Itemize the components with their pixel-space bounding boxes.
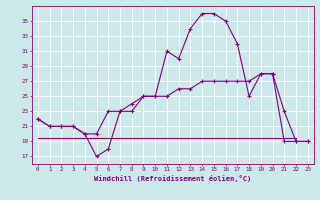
- X-axis label: Windchill (Refroidissement éolien,°C): Windchill (Refroidissement éolien,°C): [94, 175, 252, 182]
